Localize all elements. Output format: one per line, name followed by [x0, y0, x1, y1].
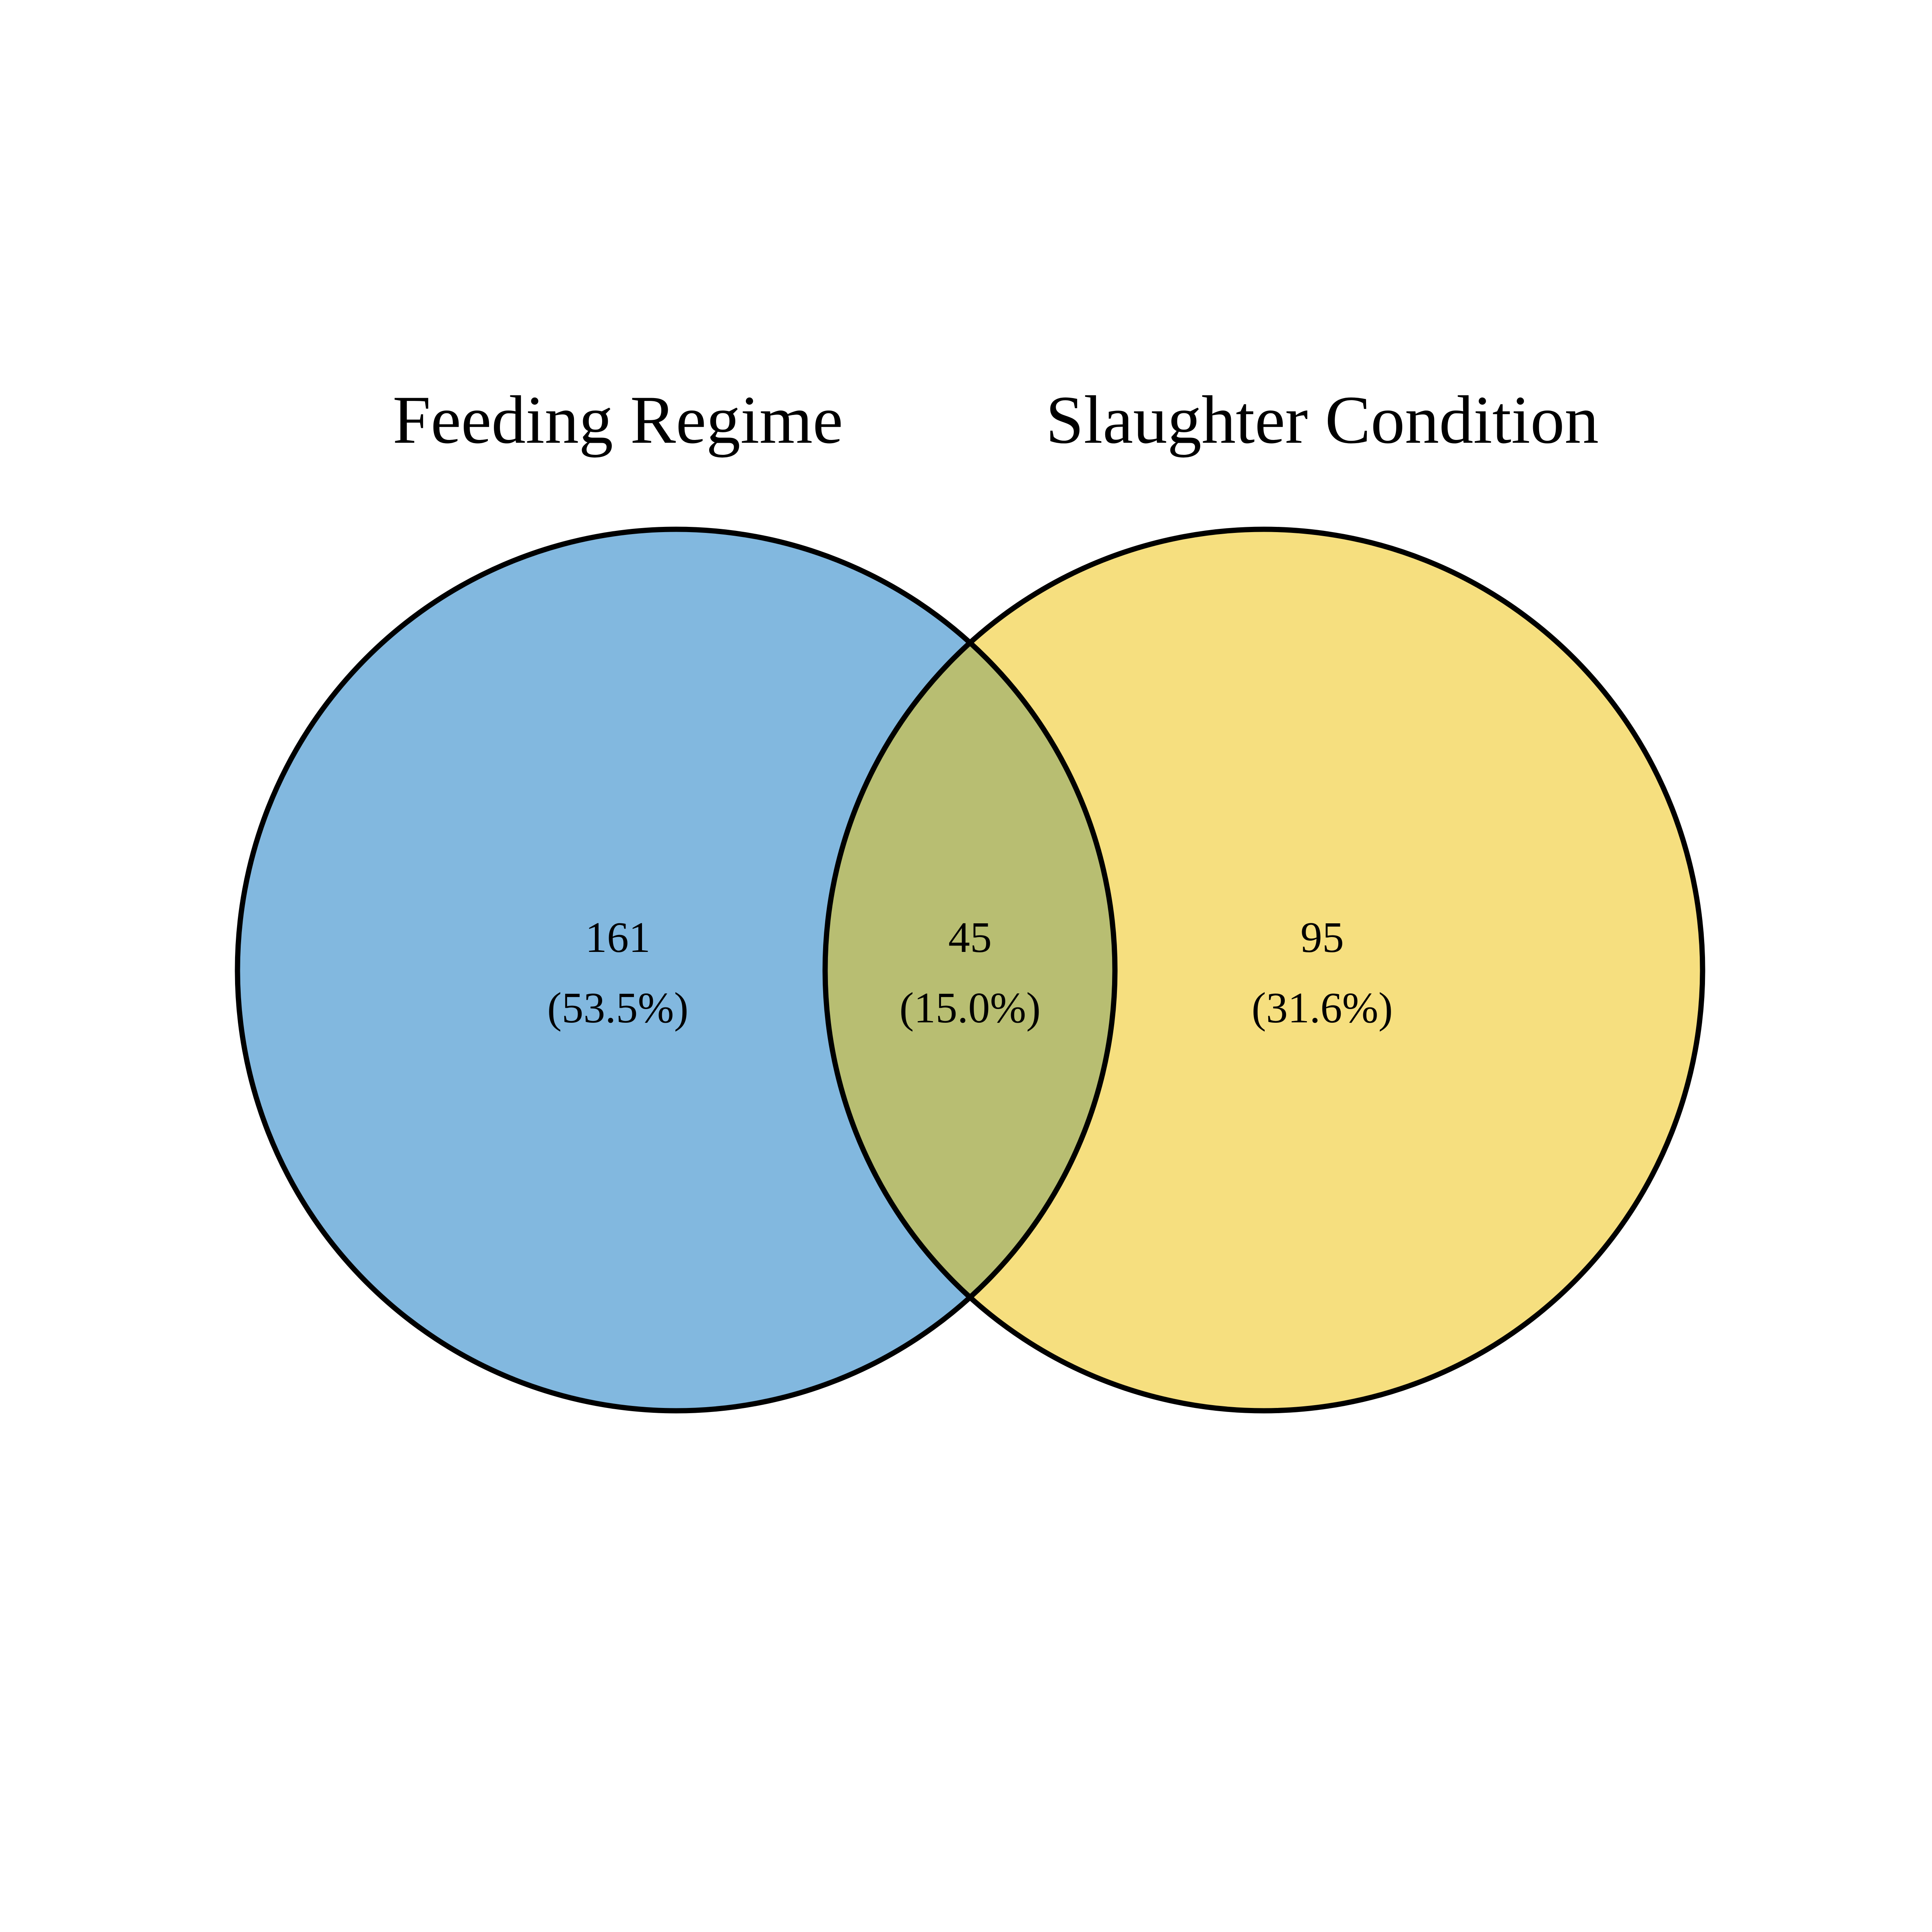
right-only-count: 95	[1300, 914, 1344, 962]
set-label-slaughter-condition: Slaughter Condition	[1046, 382, 1599, 458]
left-only-percent: (53.5%)	[547, 984, 689, 1032]
outline-slaughter-condition	[822, 526, 1705, 1414]
overlap-region	[825, 529, 1115, 1411]
set-label-feeding-regime: Feeding Regime	[393, 382, 843, 458]
right-only-percent: (31.6%)	[1252, 984, 1393, 1032]
outline-feeding-regime	[235, 526, 1118, 1414]
overlap-count: 45	[948, 914, 992, 962]
left-only-count: 161	[585, 914, 650, 962]
overlap-percent: (15.0%)	[900, 984, 1041, 1032]
